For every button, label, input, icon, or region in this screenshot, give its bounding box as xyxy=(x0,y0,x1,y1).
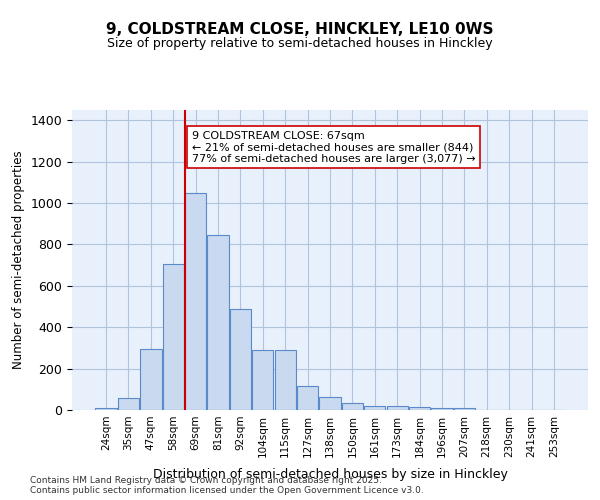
Text: Contains HM Land Registry data © Crown copyright and database right 2025.
Contai: Contains HM Land Registry data © Crown c… xyxy=(30,476,424,495)
Bar xyxy=(252,350,274,410)
Bar xyxy=(342,403,363,410)
Bar xyxy=(95,408,117,410)
Text: 9, COLDSTREAM CLOSE, HINCKLEY, LE10 0WS: 9, COLDSTREAM CLOSE, HINCKLEY, LE10 0WS xyxy=(106,22,494,38)
Bar xyxy=(208,235,229,410)
Text: Size of property relative to semi-detached houses in Hinckley: Size of property relative to semi-detach… xyxy=(107,38,493,51)
Bar xyxy=(409,407,430,410)
Bar xyxy=(297,386,318,410)
Bar xyxy=(431,408,452,410)
Bar xyxy=(118,398,139,410)
Bar xyxy=(163,264,184,410)
Bar xyxy=(185,193,206,410)
Bar xyxy=(386,406,408,410)
Y-axis label: Number of semi-detached properties: Number of semi-detached properties xyxy=(12,150,25,370)
Bar xyxy=(275,350,296,410)
Text: 9 COLDSTREAM CLOSE: 67sqm
← 21% of semi-detached houses are smaller (844)
77% of: 9 COLDSTREAM CLOSE: 67sqm ← 21% of semi-… xyxy=(192,130,475,164)
Bar xyxy=(319,396,341,410)
X-axis label: Distribution of semi-detached houses by size in Hinckley: Distribution of semi-detached houses by … xyxy=(152,468,508,481)
Bar xyxy=(364,406,385,410)
Bar xyxy=(454,408,475,410)
Bar xyxy=(140,349,161,410)
Bar xyxy=(230,308,251,410)
